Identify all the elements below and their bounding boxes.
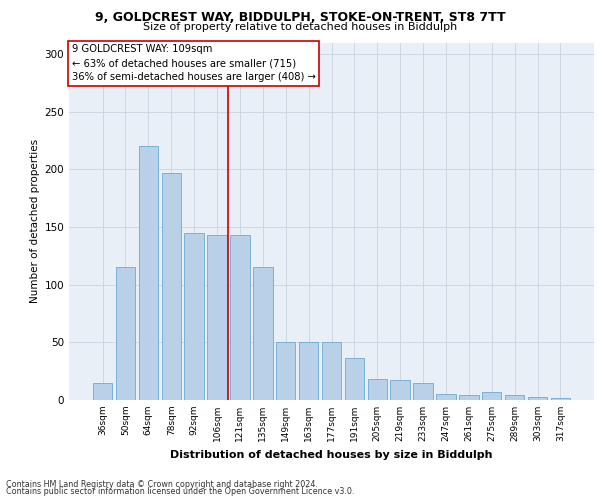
- Bar: [459, 396, 479, 400]
- Bar: [139, 146, 158, 400]
- Bar: [436, 394, 455, 400]
- Bar: [391, 380, 410, 400]
- Text: 9 GOLDCREST WAY: 109sqm
← 63% of detached houses are smaller (715)
36% of semi-d: 9 GOLDCREST WAY: 109sqm ← 63% of detache…: [71, 44, 316, 82]
- Bar: [551, 398, 570, 400]
- Bar: [413, 382, 433, 400]
- Text: Contains public sector information licensed under the Open Government Licence v3: Contains public sector information licen…: [6, 487, 355, 496]
- Bar: [344, 358, 364, 400]
- Bar: [322, 342, 341, 400]
- Bar: [299, 342, 319, 400]
- Bar: [184, 233, 204, 400]
- X-axis label: Distribution of detached houses by size in Biddulph: Distribution of detached houses by size …: [170, 450, 493, 460]
- Text: Contains HM Land Registry data © Crown copyright and database right 2024.: Contains HM Land Registry data © Crown c…: [6, 480, 318, 489]
- Bar: [368, 379, 387, 400]
- Bar: [116, 268, 135, 400]
- Bar: [208, 235, 227, 400]
- Bar: [482, 392, 502, 400]
- Bar: [93, 382, 112, 400]
- Y-axis label: Number of detached properties: Number of detached properties: [30, 139, 40, 304]
- Bar: [276, 342, 295, 400]
- Text: 9, GOLDCREST WAY, BIDDULPH, STOKE-ON-TRENT, ST8 7TT: 9, GOLDCREST WAY, BIDDULPH, STOKE-ON-TRE…: [95, 11, 505, 24]
- Bar: [161, 173, 181, 400]
- Bar: [505, 396, 524, 400]
- Bar: [253, 268, 272, 400]
- Bar: [528, 396, 547, 400]
- Bar: [230, 235, 250, 400]
- Text: Size of property relative to detached houses in Biddulph: Size of property relative to detached ho…: [143, 22, 457, 32]
